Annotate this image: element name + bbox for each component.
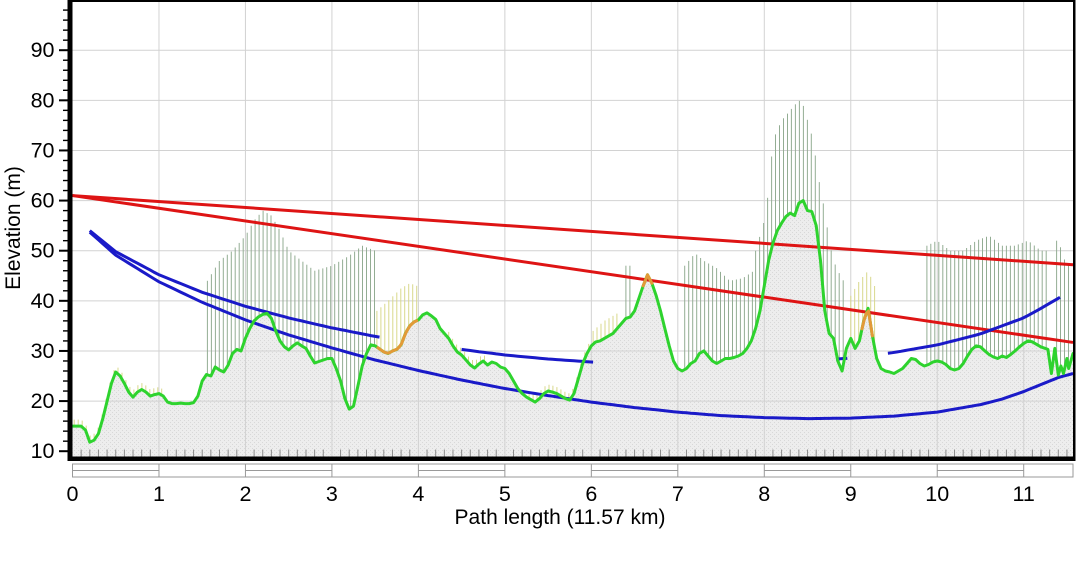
plot-frame: [67, 0, 1076, 461]
x-tick-label: 5: [499, 482, 511, 506]
distance-scale-bar: [72, 463, 1074, 478]
y-tick-label: 10: [31, 439, 55, 463]
x-tick-label: 6: [585, 482, 597, 506]
y-axis-ticks: 10 20 30 40 50 60 70 80 90: [31, 9, 68, 463]
x-tick-label: 7: [672, 482, 684, 506]
x-axis-title: Path length (11.57 km): [454, 506, 666, 529]
y-tick-label: 80: [31, 88, 55, 112]
x-tick-label: 9: [845, 482, 857, 506]
y-tick-label: 60: [31, 189, 55, 213]
x-axis-labels: 0 1 2 3 4 5 6 7 8 9 10 11: [67, 482, 1035, 506]
obstruction-segments: [376, 273, 874, 355]
y-tick-label: 90: [31, 38, 55, 62]
y-axis-title: Elevation (m): [2, 166, 25, 290]
x-tick-label: 8: [758, 482, 770, 506]
x-tick-label: 0: [67, 482, 79, 506]
y-tick-label: 30: [31, 339, 55, 363]
terrain-line: [71, 199, 1075, 444]
x-tick-label: 1: [153, 482, 165, 506]
terrain-area-fill: [72, 200, 1073, 457]
x-tick-label: 10: [925, 482, 949, 506]
x-minor-ticks: [80, 449, 1068, 457]
y-tick-label: 40: [31, 289, 55, 313]
x-tick-label: 4: [412, 482, 424, 506]
y-tick-label: 20: [31, 389, 55, 413]
y-tick-label: 70: [31, 138, 55, 162]
x-tick-label: 2: [239, 482, 251, 506]
x-tick-label: 3: [326, 482, 338, 506]
y-tick-label: 50: [31, 239, 55, 263]
los-rays: [72, 194, 1074, 344]
x-tick-label: 11: [1013, 482, 1035, 506]
